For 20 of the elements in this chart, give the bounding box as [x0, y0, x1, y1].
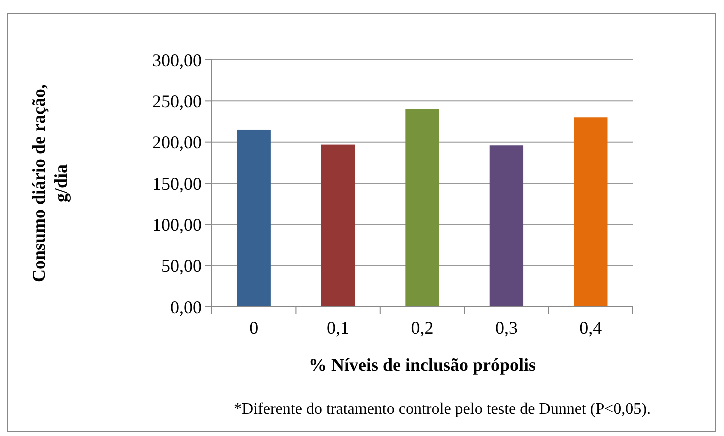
bar — [490, 146, 524, 307]
y-tick-label: 100,00 — [152, 214, 202, 235]
x-tick-label: 0,1 — [327, 318, 350, 338]
text: *Diferente do tratamento controle pelo teste de Dunnet (P<0,05). — [234, 401, 651, 418]
x-tick-label: 0,3 — [495, 318, 518, 338]
y-tick-label: 50,00 — [162, 256, 202, 276]
y-tick-label: 250,00 — [152, 91, 202, 112]
x-tick-label: 0,2 — [411, 318, 434, 338]
y-axis-title: Consumo diário de ração, g/dia — [29, 84, 71, 282]
y-tick-label: 200,00 — [152, 132, 202, 153]
bar — [406, 109, 440, 307]
bar — [237, 130, 271, 307]
y-tick-label: 0,00 — [170, 297, 202, 318]
y-tick-label: 150,00 — [152, 174, 202, 194]
x-axis-title: % Níveis de inclusão própolis — [308, 355, 536, 375]
bar — [321, 144, 356, 307]
x-tick-label: 0 — [250, 318, 259, 338]
bar — [574, 118, 608, 307]
x-tick-label: 0,4 — [580, 318, 602, 338]
y-tick-label: 300,00 — [152, 50, 202, 70]
